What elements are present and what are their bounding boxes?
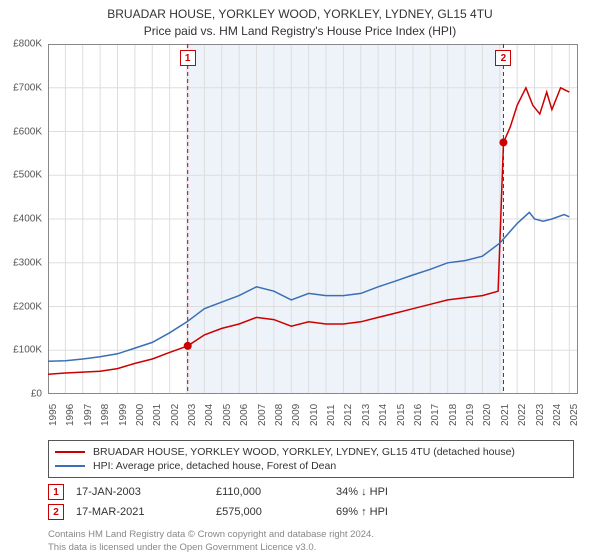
y-axis-ticks: £0£100K£200K£300K£400K£500K£600K£700K£80… (0, 44, 48, 394)
transaction-marker-1: 1 (48, 484, 64, 500)
x-tick-label: 2023 (535, 404, 546, 426)
footer-line1: Contains HM Land Registry data © Crown c… (48, 529, 374, 541)
x-tick-label: 2015 (396, 404, 407, 426)
x-tick-label: 2024 (552, 404, 563, 426)
x-tick-label: 2016 (413, 404, 424, 426)
x-tick-label: 2010 (309, 404, 320, 426)
transaction-marker-2: 2 (48, 504, 64, 520)
legend-label-property: BRUADAR HOUSE, YORKLEY WOOD, YORKLEY, LY… (93, 446, 515, 458)
chart-title-line2: Price paid vs. HM Land Registry's House … (0, 23, 600, 40)
x-tick-label: 2011 (326, 404, 337, 426)
y-tick-label: £100K (13, 345, 42, 356)
y-tick-label: £400K (13, 214, 42, 225)
x-tick-label: 2004 (204, 404, 215, 426)
x-tick-label: 2000 (135, 404, 146, 426)
legend-line-hpi (55, 465, 85, 467)
plot-svg (48, 44, 578, 394)
footer-text: Contains HM Land Registry data © Crown c… (48, 529, 374, 554)
transaction-date: 17-MAR-2021 (76, 506, 216, 518)
x-tick-label: 2017 (430, 404, 441, 426)
x-tick-label: 2006 (239, 404, 250, 426)
x-axis-ticks: 1995 1996 1997 1998 1999 2000 2001 2002 2003 2004… (48, 396, 578, 436)
x-tick-label: 2019 (465, 404, 476, 426)
x-tick-label: 2021 (500, 404, 511, 426)
x-tick-label: 2007 (257, 404, 268, 426)
y-tick-label: £0 (31, 389, 42, 400)
legend-item-property: BRUADAR HOUSE, YORKLEY WOOD, YORKLEY, LY… (55, 445, 567, 459)
legend-item-hpi: HPI: Average price, detached house, Fore… (55, 459, 567, 473)
legend-line-property (55, 451, 85, 453)
event-marker-label-2: 2 (495, 50, 511, 66)
legend-label-hpi: HPI: Average price, detached house, Fore… (93, 460, 336, 472)
transaction-date: 17-JAN-2003 (76, 486, 216, 498)
transaction-price: £575,000 (216, 506, 336, 518)
footer-line2: This data is licensed under the Open Gov… (48, 542, 374, 554)
x-tick-label: 1995 (48, 404, 59, 426)
x-tick-label: 2014 (378, 404, 389, 426)
x-tick-label: 2022 (517, 404, 528, 426)
chart-title-block: BRUADAR HOUSE, YORKLEY WOOD, YORKLEY, LY… (0, 0, 600, 40)
y-tick-label: £200K (13, 301, 42, 312)
transaction-delta: 34% ↓ HPI (336, 486, 456, 498)
transaction-price: £110,000 (216, 486, 336, 498)
y-tick-label: £600K (13, 126, 42, 137)
y-tick-label: £700K (13, 82, 42, 93)
x-tick-label: 2001 (152, 404, 163, 426)
transaction-delta: 69% ↑ HPI (336, 506, 456, 518)
x-tick-label: 2003 (187, 404, 198, 426)
event-marker-label-1: 1 (180, 50, 196, 66)
x-tick-label: 2005 (222, 404, 233, 426)
x-tick-label: 2009 (291, 404, 302, 426)
x-tick-label: 2012 (343, 404, 354, 426)
x-tick-label: 2025 (569, 404, 580, 426)
x-tick-label: 2020 (482, 404, 493, 426)
x-tick-label: 1998 (100, 404, 111, 426)
x-tick-label: 1997 (83, 404, 94, 426)
transaction-row: 1 17-JAN-2003 £110,000 34% ↓ HPI (48, 482, 568, 502)
y-tick-label: £300K (13, 257, 42, 268)
transaction-row: 2 17-MAR-2021 £575,000 69% ↑ HPI (48, 502, 568, 522)
chart-container: BRUADAR HOUSE, YORKLEY WOOD, YORKLEY, LY… (0, 0, 600, 560)
x-tick-label: 1996 (65, 404, 76, 426)
chart-title-line1: BRUADAR HOUSE, YORKLEY WOOD, YORKLEY, LY… (0, 6, 600, 23)
x-tick-label: 2013 (361, 404, 372, 426)
legend-box: BRUADAR HOUSE, YORKLEY WOOD, YORKLEY, LY… (48, 440, 574, 478)
plot-area: 12 (48, 44, 578, 394)
y-tick-label: £500K (13, 170, 42, 181)
x-tick-label: 1999 (118, 404, 129, 426)
y-tick-label: £800K (13, 39, 42, 50)
x-tick-label: 2002 (170, 404, 181, 426)
transaction-table: 1 17-JAN-2003 £110,000 34% ↓ HPI 2 17-MA… (48, 482, 568, 522)
x-tick-label: 2018 (448, 404, 459, 426)
x-tick-label: 2008 (274, 404, 285, 426)
